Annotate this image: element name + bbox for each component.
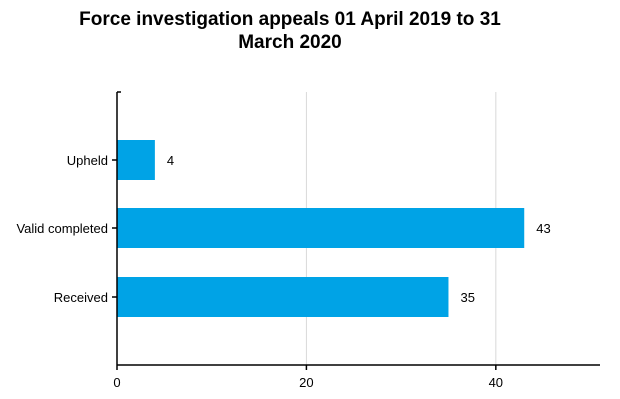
x-tick-label-20: 20	[299, 375, 313, 390]
chart-title-line-1: Force investigation appeals 01 April 201…	[79, 9, 501, 30]
chart-title-line-2: March 2020	[238, 32, 342, 53]
chart-title: Force investigation appeals 01 April 201…	[0, 8, 580, 54]
bar-upheld	[117, 140, 155, 180]
value-label-valid-completed: 43	[536, 221, 550, 236]
category-label-valid-completed: Valid completed	[16, 221, 108, 236]
x-tick-label-0: 0	[113, 375, 120, 390]
bar-valid-completed	[117, 208, 525, 248]
value-label-received: 35	[460, 290, 474, 305]
category-label-received: Received	[54, 290, 108, 305]
x-tick-label-40: 40	[489, 375, 503, 390]
bar-received	[117, 277, 449, 317]
value-label-upheld: 4	[167, 153, 174, 168]
category-label-upheld: Upheld	[67, 153, 108, 168]
